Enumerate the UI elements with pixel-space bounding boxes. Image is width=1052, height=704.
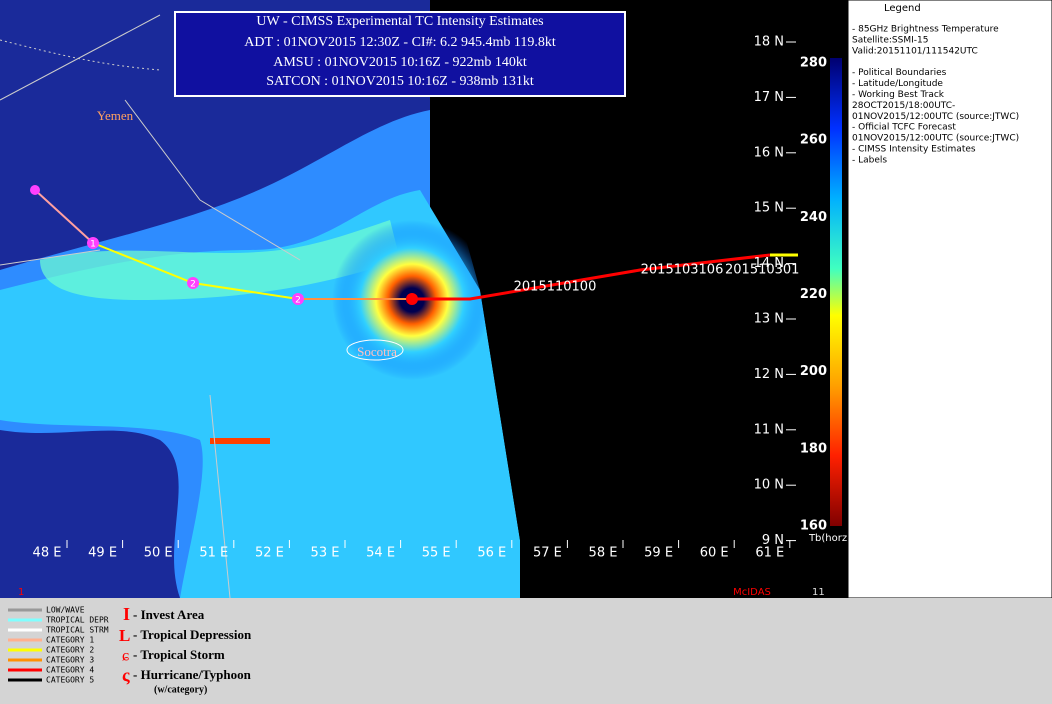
legend-line: - 85GHz Brightness Temperature xyxy=(852,25,999,35)
track-label: 2015110100 xyxy=(514,280,597,295)
lat-label: 9 N xyxy=(762,533,784,548)
boundary xyxy=(0,39,161,71)
footer-center: McIDAS xyxy=(733,587,771,598)
title: UW - CIMSS Experimental TC Intensity Est… xyxy=(256,14,543,29)
symbol: L xyxy=(119,626,130,645)
lat-label: 14 N xyxy=(754,256,784,271)
lat-label: 10 N xyxy=(754,478,784,493)
track-marker xyxy=(87,237,99,249)
colorbar-tick: 240 xyxy=(800,210,827,225)
lat-label: 16 N xyxy=(754,145,784,160)
symbol: I xyxy=(123,604,130,624)
legend-line: - Official TCFC Forecast xyxy=(852,123,956,133)
legend-line: Satellite:SSMI-15 xyxy=(852,35,928,45)
place-label: Socotra xyxy=(357,344,397,359)
key-category: TROPICAL STRM xyxy=(46,626,109,635)
estimate: AMSU : 01NOV2015 10:16Z - 922mb 140kt xyxy=(273,55,527,70)
lon-label: 60 E xyxy=(700,546,729,561)
lon-label: 57 E xyxy=(533,546,562,561)
key-note: (w/category) xyxy=(154,684,207,695)
lon-label: 58 E xyxy=(589,546,618,561)
legend-line: 01NOV2015/12:00UTC (source:JTWC) xyxy=(852,134,1019,144)
storm-center xyxy=(406,293,418,305)
key-item: - Tropical Depression xyxy=(133,627,252,642)
lat-label: 15 N xyxy=(754,201,784,216)
symbol: ς xyxy=(122,665,130,685)
track-marker-label: 2 xyxy=(190,280,196,290)
lon-label: 48 E xyxy=(33,546,62,561)
track-marker-label: 2 xyxy=(295,296,301,306)
track-symbol xyxy=(30,185,40,195)
lon-label: 53 E xyxy=(311,546,340,561)
lon-label: 55 E xyxy=(422,546,451,561)
title-box xyxy=(174,11,626,97)
track xyxy=(34,189,94,244)
estimate: ADT : 01NOV2015 12:30Z - CI#: 6.2 945.4m… xyxy=(244,35,556,50)
lat-label: 17 N xyxy=(754,90,784,105)
key-category: TROPICAL DEPR xyxy=(46,616,109,625)
lat-label: 12 N xyxy=(754,367,784,382)
lon-label: 61 E xyxy=(755,546,784,561)
colorbar-tick: 180 xyxy=(800,441,827,456)
boundary xyxy=(0,14,301,599)
track-marker xyxy=(187,277,199,289)
key-category: LOW/WAVE xyxy=(46,606,85,615)
track-label: 2015103018 xyxy=(725,263,808,278)
imagery xyxy=(40,220,400,300)
colorbar-tick: 200 xyxy=(800,364,827,379)
colorbar xyxy=(830,58,842,526)
key-category: CATEGORY 5 xyxy=(46,676,94,685)
symbol: ɕ xyxy=(122,648,129,665)
key-category: CATEGORY 2 xyxy=(46,646,94,655)
lat-label: 11 N xyxy=(754,422,784,437)
legend-panel xyxy=(847,0,1052,599)
key-panel xyxy=(0,598,1052,699)
legend-line: 01NOV2015/12:00UTC (source:JTWC) xyxy=(852,112,1019,122)
lon-label: 49 E xyxy=(88,546,117,561)
footer-right: 11 xyxy=(812,587,825,598)
estimate: SATCON : 01NOV2015 10:16Z - 938mb 131kt xyxy=(266,74,534,89)
lat-label: 18 N xyxy=(754,35,784,50)
track-marker-label: 1 xyxy=(90,240,96,250)
legend-line: - CIMSS Intensity Estimates xyxy=(852,145,976,155)
legend-line: Valid:20151101/111542UTC xyxy=(852,46,978,56)
legend-line: - Political Boundaries xyxy=(852,68,947,78)
footer-left: 1 xyxy=(18,587,24,598)
legend-line: - Latitude/Longitude xyxy=(852,79,943,89)
forecast-track xyxy=(412,253,771,301)
legend-title: Legend xyxy=(884,3,921,14)
colorbar-tick: 260 xyxy=(800,133,827,148)
lon-label: 54 E xyxy=(366,546,395,561)
night xyxy=(430,110,560,598)
key-category: CATEGORY 4 xyxy=(46,666,94,675)
lon-label: 56 E xyxy=(477,546,506,561)
key-category: CATEGORY 1 xyxy=(46,636,94,645)
key-item: - Tropical Storm xyxy=(133,647,225,662)
key-item: - Hurricane/Typhoon xyxy=(133,667,252,682)
lon-label: 59 E xyxy=(644,546,673,561)
imagery xyxy=(210,438,270,444)
key-category: CATEGORY 3 xyxy=(46,656,94,665)
legend-line: - Working Best Track xyxy=(852,90,945,100)
legend-line: - Labels xyxy=(852,155,887,165)
colorbar-label: Tb(horz) xyxy=(808,533,851,544)
lon-label: 51 E xyxy=(199,546,228,561)
lon-label: 50 E xyxy=(144,546,173,561)
colorbar-tick: 220 xyxy=(800,287,827,302)
place-label: Yemen xyxy=(97,108,134,123)
track-marker xyxy=(292,293,304,305)
key-item: - Invest Area xyxy=(133,607,205,622)
lon-label: 52 E xyxy=(255,546,284,561)
coastline xyxy=(346,339,404,361)
track-label: 2015103106 xyxy=(641,263,724,278)
lat-label: 13 N xyxy=(754,312,784,327)
legend-line: 28OCT2015/18:00UTC- xyxy=(852,101,955,111)
colorbar-tick: 280 xyxy=(800,56,827,71)
colorbar-tick: 160 xyxy=(800,519,827,534)
